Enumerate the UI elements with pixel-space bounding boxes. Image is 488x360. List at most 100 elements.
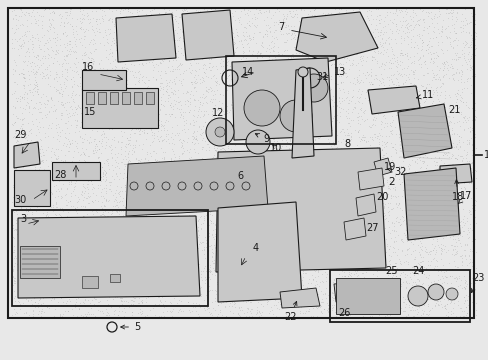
Point [149,303,157,309]
Point [100,134,108,140]
Point [375,158,383,164]
Point [9,274,17,280]
Point [345,202,353,208]
Point [329,177,337,183]
Point [238,140,245,146]
Point [76,253,83,258]
Point [71,118,79,123]
Point [368,93,376,98]
Point [127,177,135,183]
Point [131,185,139,190]
Point [320,269,328,275]
Point [309,66,317,72]
Point [194,8,202,14]
Point [78,52,85,58]
Point [382,13,390,18]
Point [469,36,477,42]
Point [356,105,364,111]
Point [294,256,302,262]
Point [99,116,106,121]
Point [464,305,472,310]
Point [38,255,45,261]
Point [306,256,314,262]
Point [302,108,310,114]
Point [167,35,175,41]
Point [87,218,95,224]
Point [163,89,170,95]
Point [56,212,63,218]
Point [357,204,365,210]
Point [60,219,68,225]
Point [50,10,58,15]
Point [143,149,151,154]
Point [75,247,83,253]
Point [39,91,47,97]
Polygon shape [231,58,331,140]
Point [383,276,391,282]
Point [407,205,415,211]
Point [202,99,210,105]
Point [157,58,165,63]
Point [258,257,265,263]
Point [84,76,92,81]
Point [328,145,336,150]
Polygon shape [116,14,176,62]
Point [386,298,394,303]
Text: 17: 17 [457,191,471,204]
Point [462,310,470,315]
Point [394,232,402,238]
Point [20,260,28,266]
Point [39,13,47,19]
Point [251,186,259,192]
Point [197,226,204,232]
Point [68,67,76,73]
Point [130,23,138,28]
Point [456,30,464,35]
Point [348,87,356,93]
Point [362,228,369,234]
Point [181,244,188,250]
Point [443,23,451,29]
Point [389,108,397,114]
Point [18,261,25,266]
Point [243,186,250,192]
Point [289,126,297,132]
Point [294,40,302,45]
Point [235,263,243,269]
Point [184,40,192,46]
Point [153,291,161,297]
Point [410,215,418,221]
Point [111,307,119,312]
Point [206,268,214,274]
Point [334,95,342,101]
Point [435,85,443,90]
Point [196,168,203,174]
Point [132,267,140,273]
Point [81,125,88,131]
Point [339,89,347,95]
Point [155,301,163,306]
Point [395,105,403,111]
Bar [329,270,469,322]
Point [388,206,396,211]
Point [295,170,303,175]
Point [454,237,462,243]
Point [387,165,395,170]
Point [101,102,108,108]
Point [122,190,130,195]
Point [281,279,288,285]
Point [282,22,289,28]
Point [170,246,178,252]
Point [58,91,65,97]
Point [375,161,383,167]
Point [17,140,24,146]
Point [243,261,250,266]
Point [400,139,407,144]
Point [244,33,252,39]
Point [221,264,229,270]
Point [468,106,476,112]
Point [106,237,114,242]
Point [222,314,229,319]
Point [377,154,385,160]
Point [150,301,158,307]
